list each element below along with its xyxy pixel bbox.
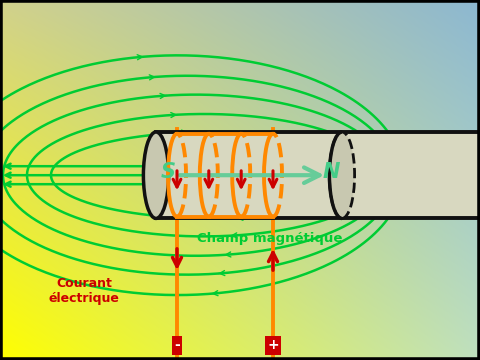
Text: S: S <box>160 162 176 182</box>
Ellipse shape <box>329 132 355 219</box>
Ellipse shape <box>144 132 168 219</box>
Text: -: - <box>174 338 180 352</box>
Bar <box>156 132 480 219</box>
Text: N: N <box>323 162 340 182</box>
Text: Champ magnétique: Champ magnétique <box>197 232 343 245</box>
Text: +: + <box>267 338 279 352</box>
Text: Courant
électrique: Courant électrique <box>48 277 120 305</box>
